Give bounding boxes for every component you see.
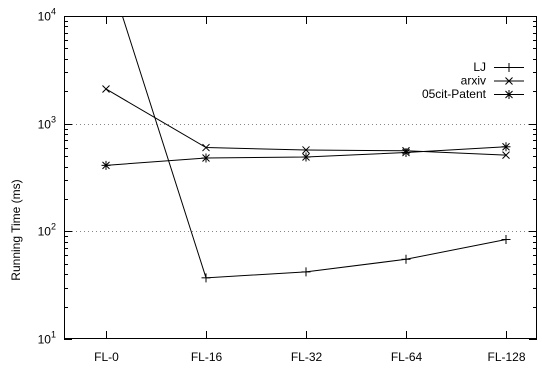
data-point — [502, 151, 510, 160]
y-tick-label: 101 — [38, 330, 56, 347]
grid-lines — [64, 124, 537, 232]
x-tick-label: FL-128 — [487, 350, 525, 364]
plot-frame — [64, 16, 537, 339]
x-axis: FL-0 FL-16 FL-32 FL-64 FL-128 — [94, 16, 526, 364]
x-tick-label: FL-16 — [191, 350, 223, 364]
y-axis-title: Running Time (ms) — [9, 179, 23, 280]
data-point — [301, 152, 311, 162]
legend-label: 05cit-Patent — [422, 87, 487, 101]
data-point — [504, 63, 514, 72]
series-arxiv — [102, 85, 510, 160]
series-clip-group — [101, 16, 511, 283]
y-tick-base: 10 — [38, 118, 52, 132]
data-point — [504, 90, 514, 99]
data-point — [302, 146, 310, 154]
y-tick-exponent: 2 — [51, 222, 56, 232]
data-point — [505, 77, 513, 85]
legend-label: arxiv — [461, 74, 486, 88]
y-tick-base: 10 — [38, 225, 52, 239]
y-tick-exponent: 3 — [51, 115, 56, 125]
x-tick-label: FL-0 — [94, 350, 119, 364]
y-tick-base: 10 — [38, 10, 52, 24]
y-tick-label: 102 — [38, 222, 56, 239]
data-point — [401, 147, 411, 157]
x-tick-label: FL-32 — [291, 350, 323, 364]
series-lj — [121, 16, 511, 283]
data-point — [101, 160, 111, 170]
series-line — [121, 16, 507, 279]
legend-label: LJ — [473, 60, 486, 74]
data-point — [401, 254, 411, 264]
y-tick-label: 103 — [38, 115, 56, 132]
data-point — [201, 153, 211, 163]
legend-item: arxiv — [461, 74, 524, 88]
data-point — [501, 142, 511, 152]
data-point — [201, 273, 211, 283]
y-tick-base: 10 — [38, 333, 52, 347]
data-point — [102, 85, 110, 93]
legend-item: LJ — [473, 60, 524, 74]
data-point — [202, 143, 210, 152]
series-05cit-patent — [101, 142, 511, 170]
data-point — [501, 234, 511, 244]
x-tick-label: FL-64 — [391, 350, 423, 364]
y-tick-exponent: 1 — [51, 330, 56, 340]
legend-item: 05cit-Patent — [422, 87, 524, 101]
y-tick-exponent: 4 — [51, 7, 56, 17]
y-tick-label: 104 — [38, 7, 56, 24]
data-point — [301, 267, 311, 277]
series-layer — [101, 16, 511, 283]
